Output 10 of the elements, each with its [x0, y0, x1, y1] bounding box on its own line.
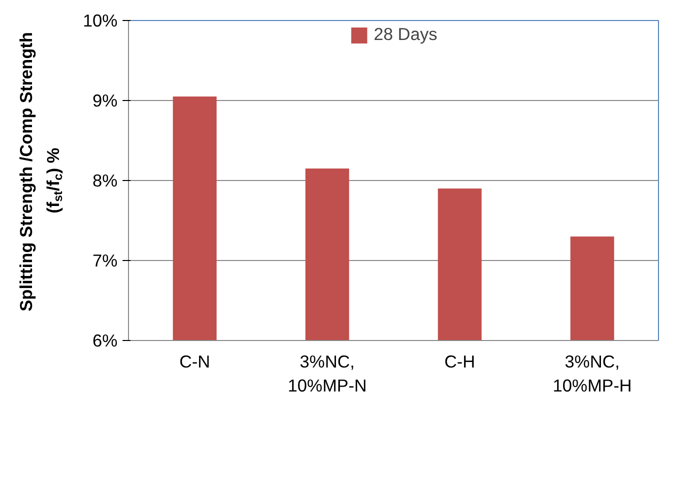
y-tick-label: 9% — [92, 90, 118, 110]
x-tick-label: 3%NC, 10%MP-N — [288, 352, 367, 396]
legend-label: 28 Days — [374, 24, 438, 45]
y-tick-label: 10% — [82, 10, 118, 30]
x-tick-label: C-N — [179, 352, 210, 372]
y-tick-label: 6% — [92, 330, 118, 350]
x-tick-label: C-H — [444, 352, 476, 372]
y-tick-label: 8% — [92, 170, 118, 190]
x-tick-label: 3%NC, 10%MP-H — [552, 352, 632, 396]
y-tick-label: 7% — [92, 250, 118, 270]
